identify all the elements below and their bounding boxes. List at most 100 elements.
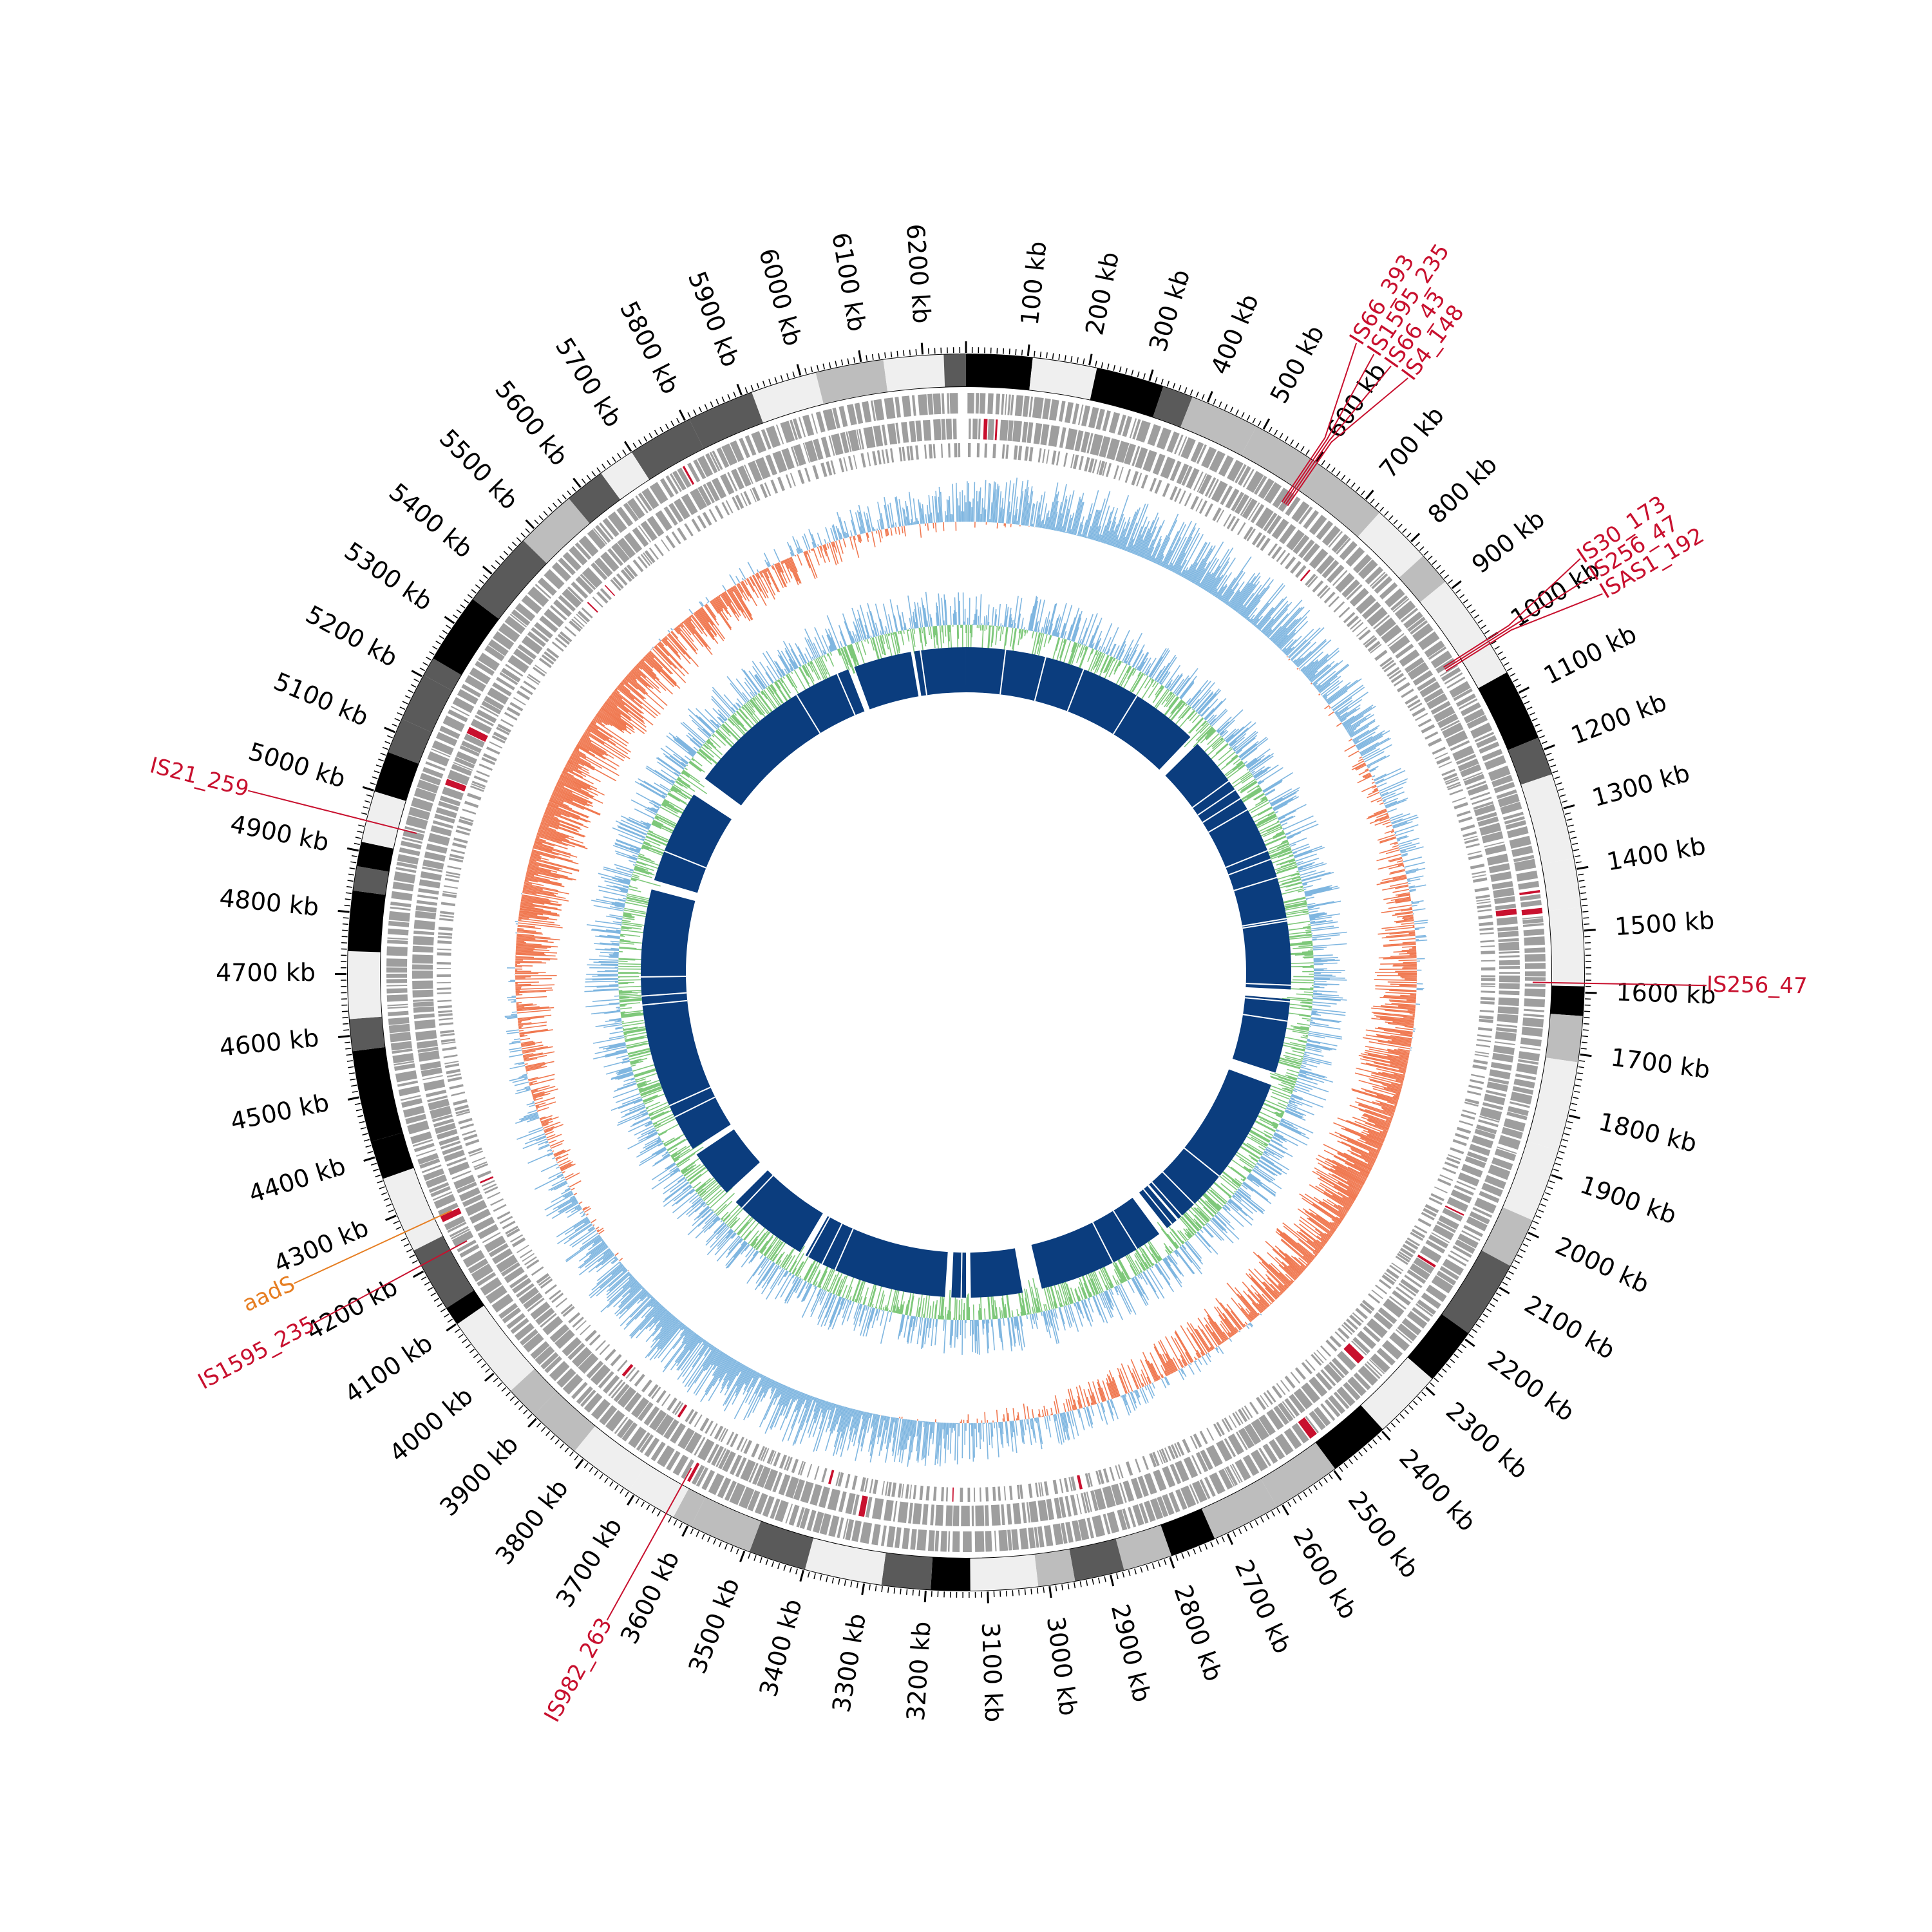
gene-feature [446,1068,460,1075]
gene-feature [1028,1483,1033,1498]
homology-block [640,889,731,1150]
minor-tick [583,1463,589,1468]
gene-feature [1141,474,1148,489]
gene-feature [724,1481,737,1501]
minor-tick [1520,1249,1526,1253]
position-tick-label: 400 kb [1206,290,1265,379]
minor-tick [1164,1559,1167,1566]
gene-feature [1027,422,1034,444]
karyotype-band [1300,464,1380,537]
major-tick [1206,391,1213,402]
annotation-label: IS256_47 [1707,972,1808,999]
gene-feature [651,1387,661,1399]
minor-tick [1295,442,1300,448]
karyotype-band [966,354,1033,390]
gene-feature [743,491,752,506]
major-tick [1499,1287,1510,1294]
homology-block [951,1252,966,1298]
gene-feature [539,615,558,633]
gene-feature [1004,394,1008,415]
minor-tick [499,555,505,560]
gene-feature [510,1318,529,1334]
gene-feature [1466,1151,1488,1162]
gene-feature [785,474,792,488]
gene-feature [654,544,664,556]
gene-feature [985,1531,992,1552]
gene-feature [1142,450,1157,472]
karyotype-band [1090,368,1164,417]
gene-feature [1398,1282,1417,1297]
gene-feature [516,1244,529,1253]
minor-tick [1408,1405,1414,1410]
gene-feature [1037,1526,1045,1548]
minor-tick [1404,1409,1409,1415]
gene-feature [1424,640,1445,658]
minor-tick [1572,842,1578,846]
gene-feature [1074,430,1084,451]
minor-tick [774,377,777,383]
minor-tick [1128,1570,1131,1577]
gene-feature [1229,1464,1241,1484]
gene-feature [515,603,536,621]
gene-feature [437,999,452,1003]
position-tick-label: 2300 kb [1441,1396,1533,1484]
gene-feature [484,1235,506,1253]
gene-feature [558,557,576,576]
gene-feature [575,1320,587,1331]
gene-feature [941,419,946,440]
gene-feature [858,428,865,450]
gene-feature [1364,1363,1381,1379]
gene-feature [562,1337,582,1357]
minor-tick [366,794,372,797]
gene-feature [1102,410,1111,431]
gene-feature [1456,1180,1476,1191]
position-tick-label: 3100 kb [976,1622,1008,1723]
karyotype-band [815,359,888,404]
minor-tick [789,1566,792,1573]
gene-feature [452,697,475,714]
minor-tick [543,511,548,516]
gene-feature [395,867,417,873]
gene-feature [428,1182,450,1193]
gene-feature [1174,488,1182,502]
gene-feature [1488,863,1510,873]
minor-tick [1461,1343,1467,1349]
homology-divider [807,1217,831,1257]
gene-feature [540,1352,559,1370]
minor-tick [641,1501,645,1508]
minor-tick [1279,433,1283,439]
gene-feature [1275,1434,1294,1455]
gene-feature [1387,632,1405,647]
minor-tick [554,1439,560,1444]
gene-feature [1024,446,1029,461]
gene-feature [685,1408,695,1423]
gene-feature [1065,1495,1072,1517]
gene-feature [1446,1197,1469,1212]
minor-tick [816,365,819,371]
gene-feature [682,466,695,485]
gene-feature [486,1285,507,1304]
gene-feature [1309,1410,1326,1430]
gene-feature [697,455,714,477]
gene-feature [1524,936,1545,946]
homology-divider [1151,1181,1182,1217]
gene-feature [979,1487,981,1502]
gene-feature [693,459,706,480]
gene-feature [790,419,799,440]
gene-feature [1313,1352,1324,1363]
minor-tick [786,373,790,379]
gene-feature [1046,1499,1054,1520]
minor-tick [471,589,477,594]
karyotype-band [1153,386,1193,428]
gene-feature [1443,773,1457,781]
major-tick [1464,1338,1475,1347]
minor-tick [410,684,417,688]
minor-tick [1548,758,1554,762]
gene-feature [1162,482,1170,497]
minor-tick [1187,1551,1190,1557]
minor-tick [1052,353,1054,359]
homology-divider [1112,695,1138,735]
gene-feature [701,1470,715,1491]
gene-feature [1006,1504,1012,1525]
minor-tick [614,1484,619,1490]
